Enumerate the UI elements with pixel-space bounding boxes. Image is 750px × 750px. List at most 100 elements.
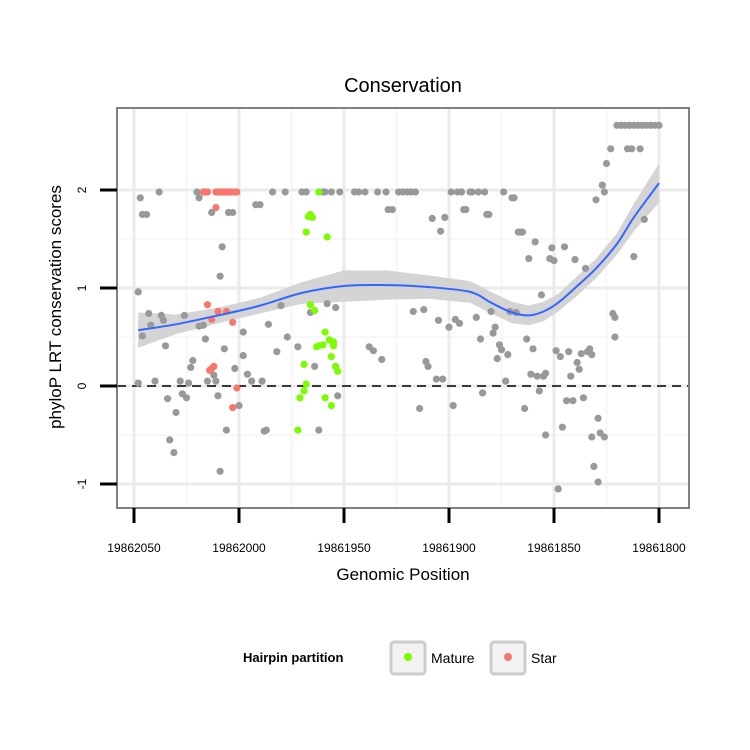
point-other <box>327 188 335 196</box>
point-other <box>481 188 489 196</box>
point-other <box>248 377 256 385</box>
point-other <box>315 426 323 434</box>
point-other <box>195 194 203 202</box>
point-other <box>504 351 512 359</box>
point-other <box>602 159 611 168</box>
y-tick-label: 2 <box>75 186 89 193</box>
point-other <box>563 397 571 405</box>
point-other <box>556 353 564 361</box>
point-other <box>334 392 342 400</box>
point-other <box>258 377 266 385</box>
points-layer <box>134 121 663 493</box>
point-other <box>214 392 222 400</box>
point-mature <box>302 228 310 236</box>
point-other <box>336 188 344 196</box>
legend-label-star: Star <box>531 650 557 666</box>
point-other <box>212 377 220 385</box>
point-other <box>523 335 531 343</box>
point-other <box>552 347 560 355</box>
point-other <box>218 243 226 251</box>
point-mature <box>321 328 329 336</box>
point-other <box>189 356 197 365</box>
point-other <box>264 320 272 328</box>
point-other <box>277 302 285 310</box>
point-other <box>176 377 184 385</box>
axes-layer: 19862050 19862000 19861950 19861900 19861850… <box>75 107 690 555</box>
point-other <box>187 363 195 371</box>
point-other <box>462 206 470 214</box>
point-other <box>449 402 457 410</box>
point-other <box>216 272 224 280</box>
point-other <box>527 370 535 378</box>
point-other <box>439 375 447 383</box>
x-tick-label: 19861900 <box>422 541 476 555</box>
point-other <box>411 188 419 196</box>
point-other <box>269 188 277 196</box>
point-star <box>214 307 222 316</box>
point-star <box>203 301 212 309</box>
point-other <box>420 306 428 314</box>
point-other <box>134 288 142 296</box>
point-other <box>479 389 487 397</box>
point-other <box>611 333 619 341</box>
point-other <box>485 210 493 219</box>
point-other <box>560 243 569 251</box>
smooth-line <box>138 182 660 332</box>
point-other <box>283 333 291 341</box>
point-mature <box>308 213 317 221</box>
point-star <box>212 204 220 212</box>
point-other <box>164 395 172 403</box>
point-mature <box>315 188 323 196</box>
point-other <box>239 328 247 336</box>
point-mature <box>302 380 310 388</box>
x-tick-label: 19861950 <box>317 541 371 555</box>
panel-background <box>117 108 689 508</box>
point-other <box>216 467 224 475</box>
point-other <box>243 370 251 378</box>
point-mature <box>321 394 329 402</box>
point-other <box>147 321 155 329</box>
point-other <box>222 426 230 434</box>
point-mature <box>296 394 304 402</box>
point-mature <box>327 402 335 410</box>
point-other <box>235 402 243 410</box>
point-other <box>262 426 270 434</box>
point-other <box>281 188 289 196</box>
point-other <box>136 194 144 202</box>
y-axis-title: phyloP LRT conservation scores <box>46 185 65 429</box>
point-other <box>166 436 174 444</box>
point-other <box>636 145 644 153</box>
point-other <box>378 355 386 364</box>
point-other <box>208 208 216 217</box>
point-mature <box>329 342 338 350</box>
point-star <box>206 366 214 374</box>
point-other <box>455 319 464 327</box>
point-other <box>588 433 596 441</box>
legend-title: Hairpin partition <box>243 650 343 665</box>
point-other <box>558 423 567 431</box>
point-other <box>607 145 615 153</box>
point-other <box>550 257 558 265</box>
point-other <box>575 365 583 373</box>
point-other <box>533 372 541 380</box>
point-other <box>487 307 495 316</box>
point-other <box>229 208 237 217</box>
point-other <box>311 362 319 370</box>
x-axis-title: Genomic Position <box>336 565 469 584</box>
point-other <box>172 408 180 417</box>
point-other <box>474 188 482 196</box>
panel-border <box>116 107 690 509</box>
point-other <box>592 196 600 204</box>
point-star <box>203 188 212 196</box>
point-other <box>491 323 499 331</box>
point-other <box>143 210 151 219</box>
point-star <box>229 318 237 326</box>
x-tick-label: 19861800 <box>632 541 686 555</box>
point-other <box>521 404 529 413</box>
point-other <box>388 206 396 214</box>
point-other <box>535 387 543 395</box>
point-other <box>447 188 455 196</box>
point-other <box>468 188 476 196</box>
point-mature <box>300 360 308 368</box>
point-other <box>573 358 581 367</box>
